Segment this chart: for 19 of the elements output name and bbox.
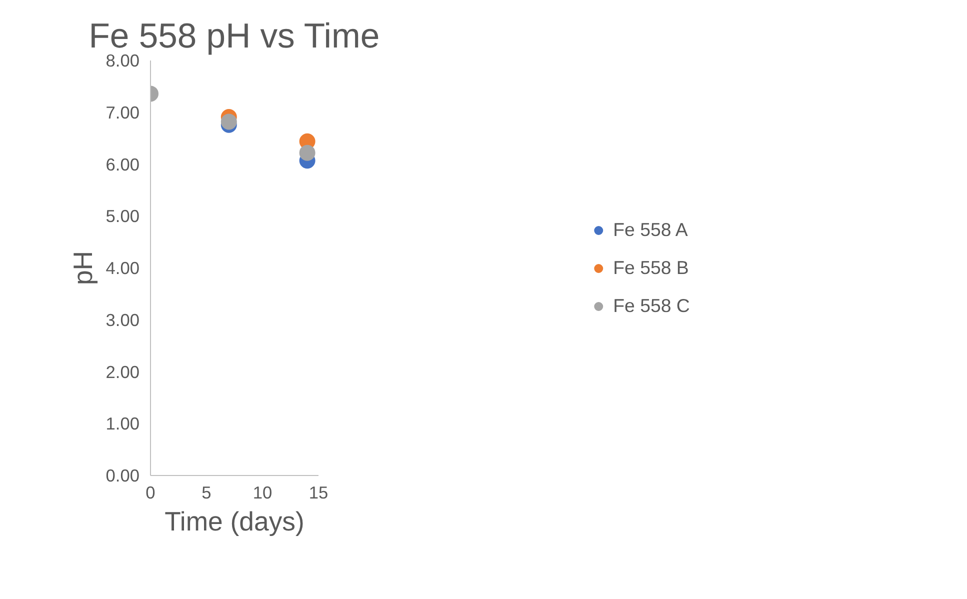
x-tick-label: 5 [202,482,212,502]
y-tick-label: 3.00 [106,310,140,330]
point [220,114,237,130]
y-tick-label: 7.00 [106,102,140,122]
point [299,144,316,161]
legend-label: Fe 558 B [613,256,689,278]
y-tick-label: 4.00 [106,258,140,278]
legend-label: Fe 558 A [613,218,688,240]
y-axis-title: pH [68,250,98,286]
x-tick-label: 15 [308,482,328,502]
y-tick-label: 2.00 [106,362,140,382]
legend-label: Fe 558 C [613,294,690,316]
y-tick-label: 0.00 [106,466,140,486]
x-tick-label: 0 [146,482,156,502]
y-tick-label: 5.00 [106,206,140,226]
y-tick-label: 6.00 [106,154,140,174]
x-axis-title: Time (days) [164,506,304,536]
y-tick-label: 1.00 [106,414,140,434]
x-tick-label: 10 [252,482,272,502]
